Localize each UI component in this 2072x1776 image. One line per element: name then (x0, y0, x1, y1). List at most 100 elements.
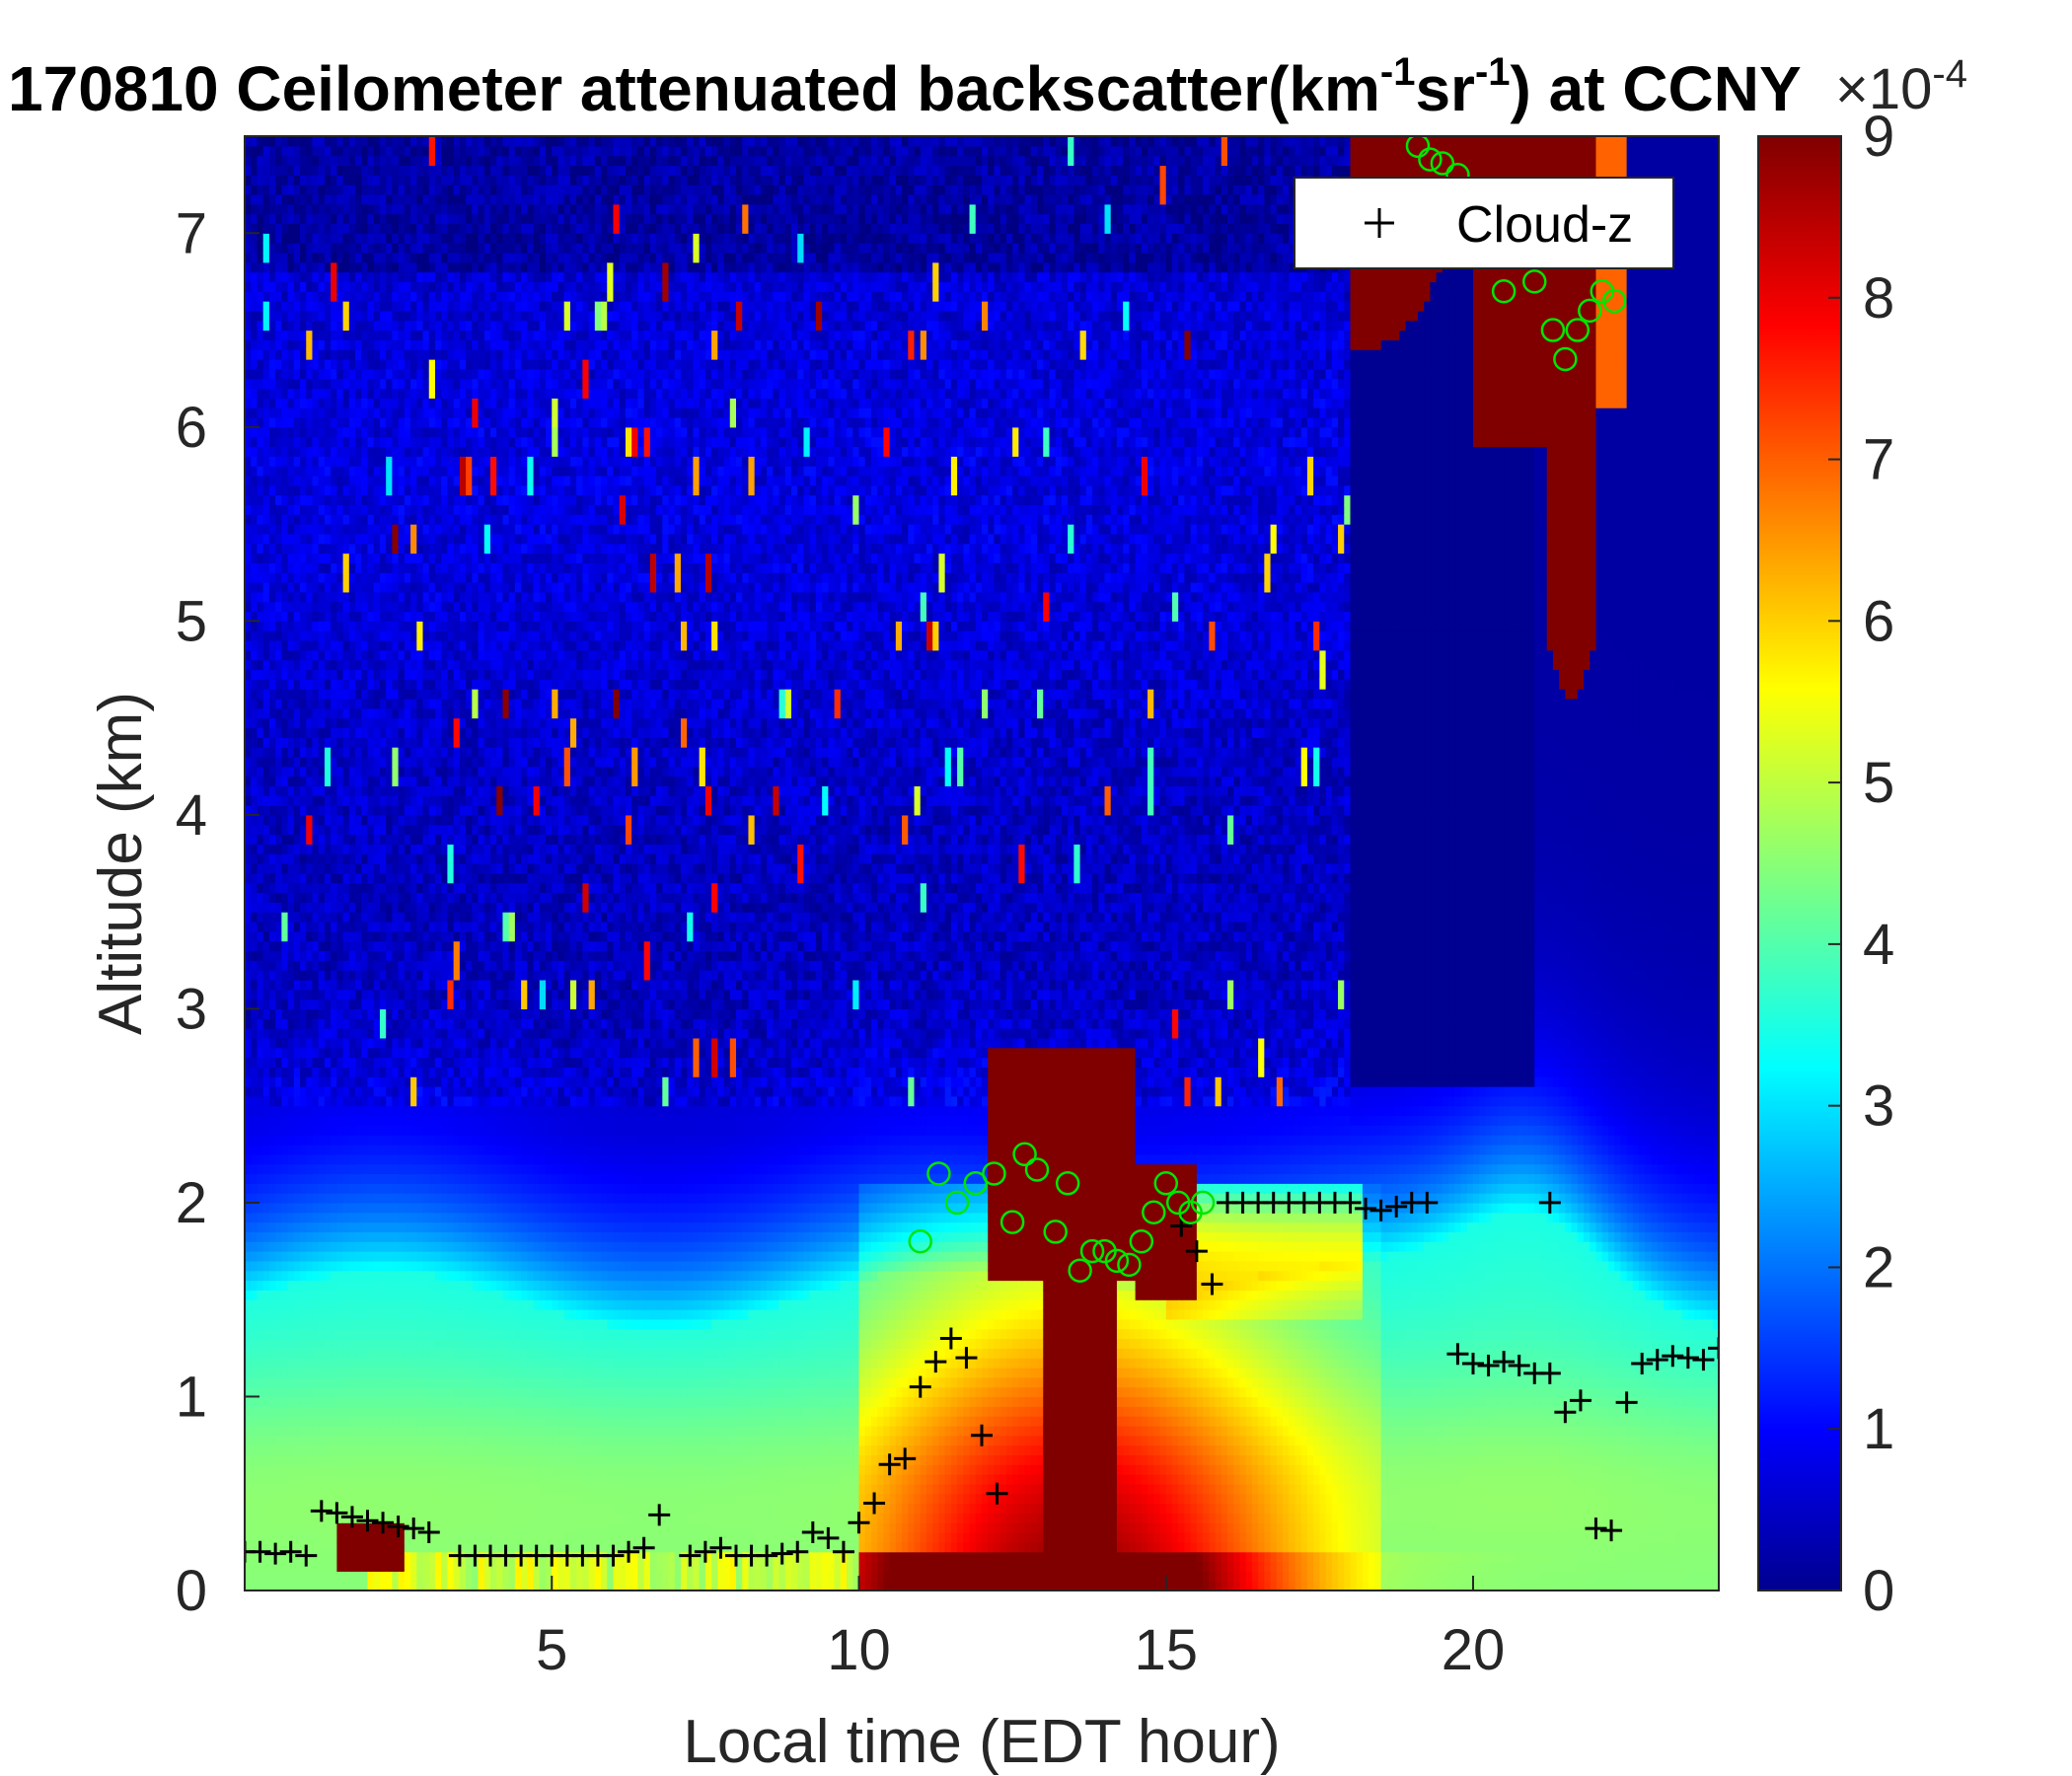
heatmap-cell (325, 660, 332, 670)
heatmap-cell (368, 1135, 375, 1145)
heatmap-cell (319, 1251, 326, 1261)
heatmap-cell (386, 902, 393, 912)
heatmap-cell (281, 689, 288, 699)
heatmap-cell (257, 1368, 263, 1377)
heatmap-cell (251, 699, 258, 708)
heatmap-cell (245, 1522, 252, 1532)
heatmap-cell (392, 699, 399, 708)
heatmap-cell (374, 1154, 381, 1164)
heatmap-cell (306, 1183, 313, 1193)
heatmap-cell (392, 194, 399, 204)
heatmap-cell (399, 1115, 406, 1125)
heatmap-cell (312, 1086, 319, 1096)
heatmap-cell (275, 321, 282, 331)
heatmap-cell (374, 757, 381, 767)
heatmap-cell (281, 902, 288, 912)
heatmap-cell (386, 146, 393, 156)
heatmap-cell (399, 1125, 406, 1135)
heatmap-cell (312, 1436, 319, 1445)
heatmap-cell (288, 999, 295, 1009)
heatmap-cell (281, 1251, 288, 1261)
heatmap-cell (392, 1231, 399, 1241)
heatmap-cell (343, 446, 350, 456)
heatmap-cell (251, 1396, 258, 1406)
heatmap-cell (392, 554, 399, 563)
heatmap-cell (368, 1309, 375, 1319)
heatmap-cell (312, 1067, 319, 1076)
heatmap-cell (410, 1416, 417, 1426)
heatmap-cell (405, 1464, 411, 1474)
heatmap-cell (386, 165, 393, 175)
heatmap-cell (294, 1513, 301, 1522)
heatmap-cell (331, 747, 337, 757)
heatmap-cell (374, 1532, 381, 1542)
heatmap-cell (349, 534, 356, 544)
heatmap-cell (336, 359, 343, 369)
heatmap-cell (263, 980, 270, 990)
heatmap-cell (251, 1173, 258, 1183)
heatmap-cell (374, 640, 381, 650)
heatmap-cell (251, 1038, 258, 1048)
heatmap-cell (319, 699, 326, 708)
heatmap-cell (294, 689, 301, 699)
heatmap-cell (361, 223, 368, 233)
heatmap-cell (361, 504, 368, 514)
heatmap-cell (312, 1281, 319, 1291)
heatmap-cell (263, 1387, 270, 1397)
heatmap-cell (275, 650, 282, 660)
heatmap-cell (399, 1542, 406, 1552)
heatmap-cell (361, 427, 368, 437)
heatmap-cell (374, 272, 381, 282)
heatmap-cell (343, 194, 350, 204)
heatmap-cell (245, 407, 252, 417)
heatmap-cell (336, 562, 343, 572)
heatmap-cell (306, 612, 313, 622)
heatmap-cell (355, 757, 362, 767)
heatmap-cell (355, 582, 362, 592)
heatmap-cell (405, 1445, 411, 1455)
heatmap-cell (294, 544, 301, 554)
heatmap-cell (251, 1416, 258, 1426)
heatmap-cell (336, 660, 343, 670)
heatmap-cell (300, 1231, 307, 1241)
heatmap-cell (374, 466, 381, 476)
heatmap-cell (392, 941, 399, 951)
heatmap-cell (294, 504, 301, 514)
heatmap-cell (392, 767, 399, 777)
heatmap-cell (294, 1096, 301, 1106)
heatmap-cell (405, 272, 411, 282)
heatmap-cell (325, 1028, 332, 1038)
heatmap-cell (300, 1454, 307, 1464)
heatmap-cell (306, 777, 313, 786)
heatmap-cell (269, 990, 276, 999)
heatmap-cell (281, 1454, 288, 1464)
heatmap-cell (325, 853, 332, 863)
heatmap-cell (263, 602, 270, 612)
heatmap-cell (269, 805, 276, 815)
heatmap-cell (306, 1406, 313, 1416)
heatmap-cell (251, 524, 258, 534)
heatmap-cell (399, 339, 406, 349)
heatmap-cell (336, 757, 343, 767)
heatmap-cell (331, 1571, 337, 1581)
heatmap-cell (355, 873, 362, 883)
heatmap-cell (355, 369, 362, 379)
heatmap-cell (343, 1164, 350, 1174)
heatmap-cell (269, 514, 276, 524)
heatmap-cell (374, 1222, 381, 1232)
heatmap-cell (245, 1494, 252, 1504)
heatmap-cell (343, 1339, 350, 1349)
heatmap-cell (269, 339, 276, 349)
heatmap-cell (392, 1213, 399, 1222)
heatmap-cell (399, 262, 406, 272)
heatmap-cell (336, 369, 343, 379)
heatmap-cell (374, 136, 381, 146)
heatmap-cell (319, 1145, 326, 1154)
heatmap-cell (319, 941, 326, 951)
heatmap-cell (281, 1261, 288, 1271)
heatmap-cell (331, 165, 337, 175)
heatmap-cell (386, 1028, 393, 1038)
heatmap-cell (380, 679, 387, 689)
heatmap-cell (281, 1067, 288, 1076)
heatmap-cell (343, 669, 350, 679)
